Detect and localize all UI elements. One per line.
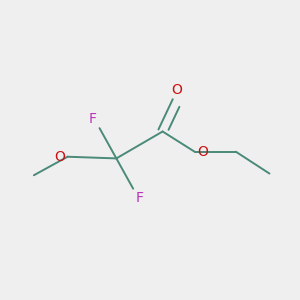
Text: F: F [136, 191, 144, 205]
Text: F: F [89, 112, 97, 126]
Text: O: O [197, 145, 208, 159]
Text: O: O [54, 150, 65, 164]
Text: O: O [172, 83, 182, 97]
